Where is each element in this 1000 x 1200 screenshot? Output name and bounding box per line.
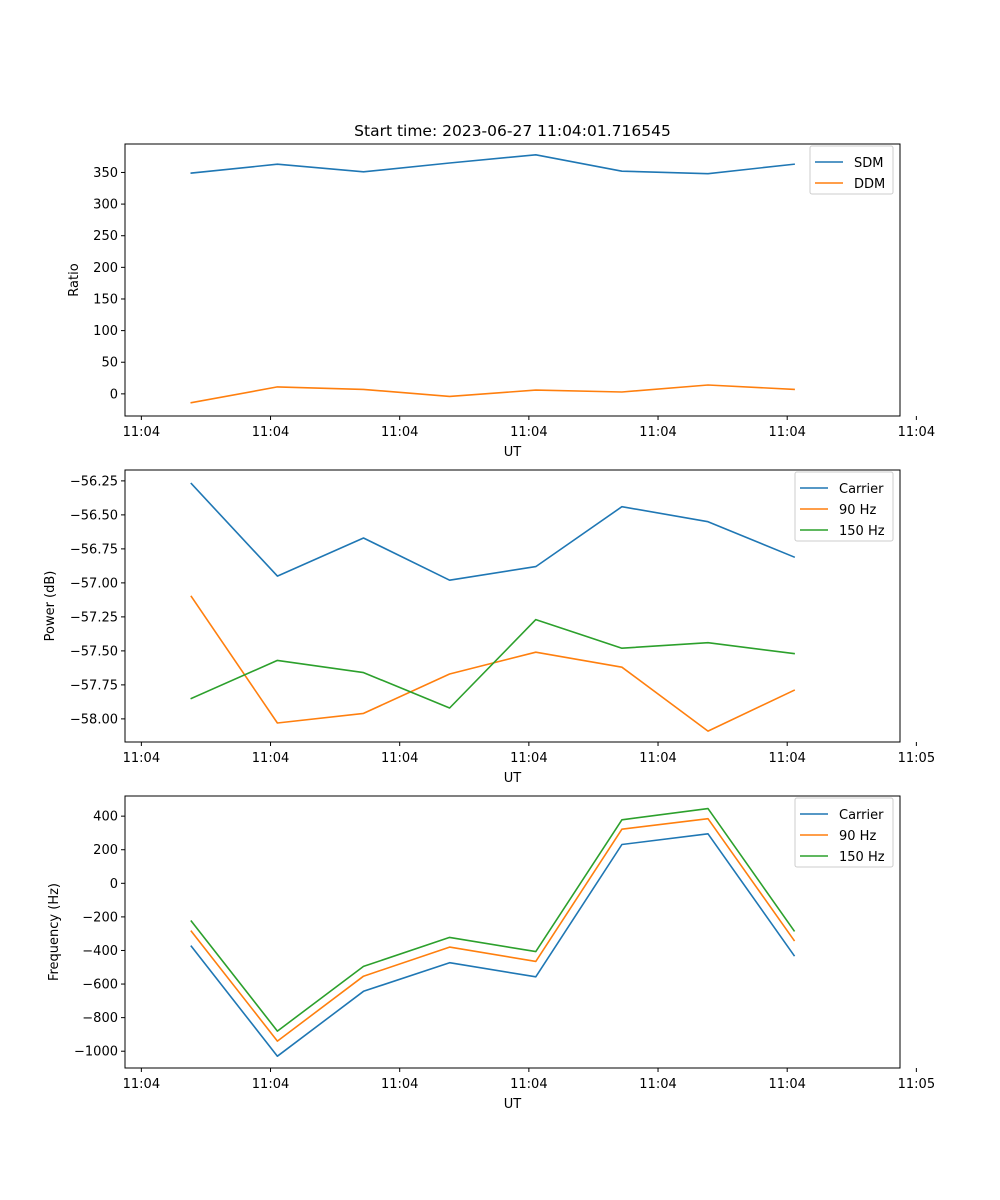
x-axis-label: UT	[504, 445, 522, 460]
series-line-90-hz	[190, 817, 796, 1042]
y-tick-label: 100	[93, 324, 118, 339]
y-tick-label: −57.75	[70, 678, 118, 693]
y-tick-label: 50	[101, 356, 118, 371]
y-tick-label: −600	[82, 978, 118, 993]
y-tick-label: −56.50	[70, 508, 118, 523]
y-tick-label: 150	[93, 292, 118, 307]
series-line-ddm	[190, 384, 795, 404]
x-tick-label: 11:04	[639, 425, 676, 440]
series-line-carrier	[190, 482, 796, 582]
series-line-150-hz	[190, 807, 796, 1032]
y-tick-label: 200	[93, 261, 118, 276]
y-axis-label: Ratio	[67, 263, 82, 296]
axes-frame	[124, 469, 901, 743]
x-tick-label: 11:04	[510, 1077, 547, 1092]
legend-label: DDM	[854, 177, 885, 192]
chart-title: Start time: 2023-06-27 11:04:01.716545	[354, 122, 671, 140]
x-tick-label: 11:04	[381, 751, 418, 766]
y-tick-label: 200	[93, 843, 118, 858]
y-tick-label: 400	[93, 810, 118, 825]
x-tick-label: 11:04	[252, 425, 289, 440]
x-tick-label: 11:04	[768, 1077, 805, 1092]
y-tick-label: −200	[82, 910, 118, 925]
y-tick-label: 250	[93, 229, 118, 244]
y-tick-label: −56.25	[70, 474, 118, 489]
subplot-2: 11:04 11:04 11:04 11:04 11:04 11:04 11:05 −58.0…	[43, 469, 935, 786]
x-tick-label: 11:05	[898, 1077, 935, 1092]
legend-label: 90 Hz	[839, 829, 876, 844]
y-tick-label: −57.50	[70, 644, 118, 659]
y-tick-label: −57.25	[70, 610, 118, 625]
legend-label: 90 Hz	[839, 503, 876, 518]
x-tick-label: 11:04	[510, 425, 547, 440]
legend-box	[794, 471, 894, 542]
x-tick-label: 11:04	[123, 751, 160, 766]
x-tick-label: 11:04	[768, 425, 805, 440]
y-tick-label: −400	[82, 944, 118, 959]
subplot-1: Start time: 2023-06-27 11:04:01.716545 11…	[67, 122, 935, 460]
y-tick-label: 300	[93, 198, 118, 213]
x-tick-label: 11:04	[768, 751, 805, 766]
x-tick-label: 11:04	[898, 425, 935, 440]
y-axis-label: Frequency (Hz)	[47, 883, 62, 981]
x-tick-label: 11:04	[639, 751, 676, 766]
x-tick-label: 11:05	[898, 751, 935, 766]
x-tick-label: 11:04	[123, 425, 160, 440]
y-tick-label: −56.75	[70, 542, 118, 557]
y-tick-label: −58.00	[70, 712, 118, 727]
y-tick-label: −800	[82, 1011, 118, 1026]
x-axis-label: UT	[504, 1097, 522, 1112]
x-tick-label: 11:04	[381, 425, 418, 440]
legend-label: Carrier	[839, 482, 884, 497]
legend-box	[809, 145, 894, 195]
series-line-sdm	[190, 154, 795, 175]
x-tick-label: 11:04	[639, 1077, 676, 1092]
y-tick-label: −1000	[74, 1045, 118, 1060]
y-tick-label: 0	[110, 387, 118, 402]
x-tick-label: 11:04	[510, 751, 547, 766]
y-axis-label: Power (dB)	[43, 571, 58, 642]
series-line-carrier	[190, 832, 796, 1057]
x-tick-label: 11:04	[123, 1077, 160, 1092]
x-axis-label: UT	[504, 771, 522, 786]
x-tick-label: 11:04	[252, 751, 289, 766]
legend: Carrier 90 Hz 150 Hz	[794, 471, 894, 542]
axes-frame	[124, 795, 901, 1069]
x-tick-label: 11:04	[381, 1077, 418, 1092]
legend-label: 150 Hz	[839, 850, 885, 865]
legend-box	[794, 797, 894, 868]
y-tick-label: 350	[93, 166, 118, 181]
y-tick-label: 0	[110, 877, 118, 892]
legend: Carrier 90 Hz 150 Hz	[794, 797, 894, 868]
legend-label: SDM	[854, 156, 883, 171]
series-line-150-hz	[190, 618, 795, 709]
x-tick-label: 11:04	[252, 1077, 289, 1092]
y-tick-label: −57.00	[70, 576, 118, 591]
axes-frame	[124, 143, 901, 417]
legend-label: Carrier	[839, 808, 884, 823]
subplot-3: 11:04 11:04 11:04 11:04 11:04 11:04 11:05 −1000…	[47, 795, 935, 1112]
legend-label: 150 Hz	[839, 524, 885, 539]
legend: SDM DDM	[809, 145, 894, 195]
